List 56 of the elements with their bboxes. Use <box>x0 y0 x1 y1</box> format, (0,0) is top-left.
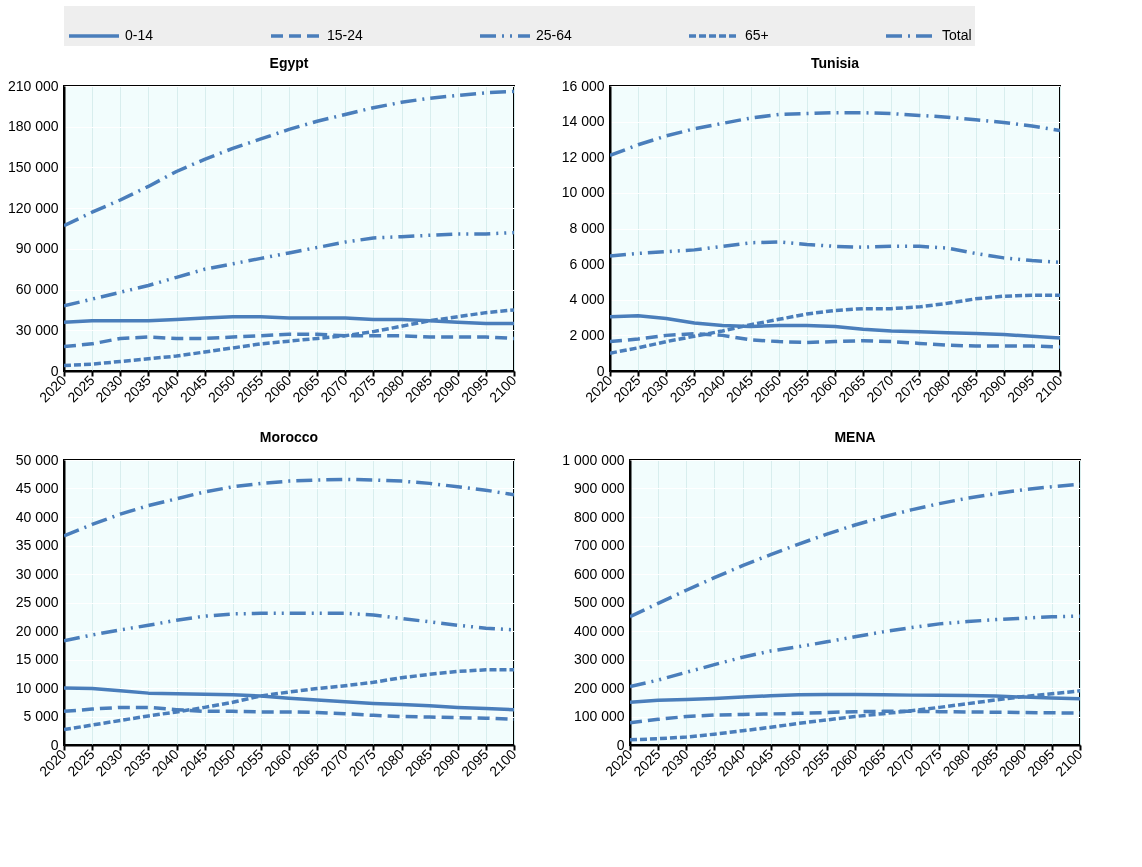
line-series <box>610 240 1060 265</box>
y-tick-label: 5 000 <box>23 708 59 724</box>
y-tick-label: 100 000 <box>573 708 625 724</box>
chart-title: Egypt <box>269 55 309 71</box>
chart-title: Morocco <box>259 429 319 445</box>
y-tick-label: 20 000 <box>15 622 59 639</box>
y-tick-label: 6 000 <box>569 255 605 272</box>
line-series <box>64 308 514 368</box>
y-tick-label: 50 000 <box>15 451 59 468</box>
line-series <box>610 293 1060 355</box>
y-tick-label: 600 000 <box>573 565 625 582</box>
line-series <box>64 89 514 228</box>
y-tick-label: 1 000 000 <box>562 451 625 468</box>
line-series <box>630 482 1080 619</box>
y-tick-label: 120 000 <box>7 199 59 216</box>
legend-label: Total <box>942 27 972 43</box>
line-series <box>64 477 514 538</box>
y-tick-label: 40 000 <box>15 508 59 525</box>
y-tick-label: 900 000 <box>573 480 625 496</box>
y-tick-label: 8 000 <box>569 220 605 236</box>
y-tick-label: 700 000 <box>573 537 625 553</box>
y-tick-label: 30 000 <box>15 321 59 338</box>
y-tick-label: 180 000 <box>7 118 59 135</box>
y-tick-label: 25 000 <box>15 594 59 610</box>
line-series <box>64 230 514 308</box>
legend-label: 0-14 <box>125 27 154 43</box>
legend-label: 15-24 <box>327 27 364 43</box>
y-tick-label: 400 000 <box>573 622 625 639</box>
y-tick-label: 300 000 <box>573 651 625 667</box>
y-tick-label: 45 000 <box>15 480 59 496</box>
y-tick-label: 16 000 <box>561 77 605 94</box>
y-tick-label: 4 000 <box>569 291 605 308</box>
y-tick-label: 10 000 <box>15 679 59 696</box>
y-tick-label: 10 000 <box>561 184 605 201</box>
y-tick-label: 14 000 <box>561 113 605 130</box>
y-tick-label: 210 000 <box>7 77 59 94</box>
line-series <box>64 668 514 732</box>
y-tick-label: 90 000 <box>15 240 59 257</box>
line-series <box>630 614 1080 689</box>
chart-title: Tunisia <box>811 55 860 71</box>
y-tick-label: 150 000 <box>7 158 59 175</box>
line-series <box>610 110 1060 158</box>
y-tick-label: 15 000 <box>15 651 59 667</box>
legend-label: 25-64 <box>536 27 573 43</box>
legend-label: 65+ <box>745 27 769 43</box>
y-tick-label: 60 000 <box>15 281 59 298</box>
y-tick-label: 12 000 <box>561 148 605 165</box>
y-tick-label: 500 000 <box>573 594 625 610</box>
line-series <box>630 689 1080 742</box>
y-tick-label: 2 000 <box>569 326 605 343</box>
y-tick-label: 35 000 <box>15 537 59 553</box>
line-series <box>64 611 514 643</box>
y-tick-label: 800 000 <box>573 508 625 525</box>
y-tick-label: 200 000 <box>573 679 625 696</box>
y-tick-label: 30 000 <box>15 565 59 582</box>
chart-title: MENA <box>834 429 876 445</box>
